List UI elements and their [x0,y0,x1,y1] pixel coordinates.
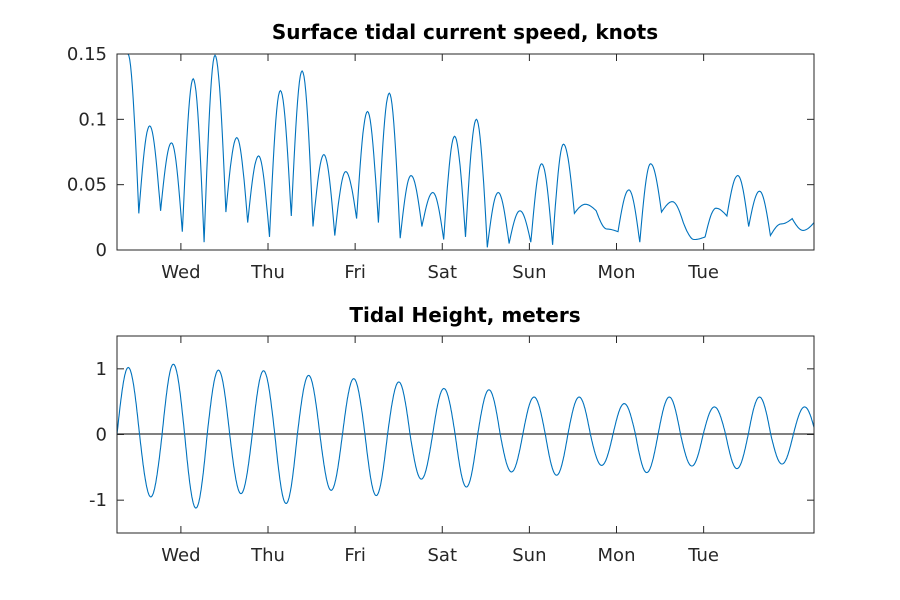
x-tick-label-sat: Sat [428,262,458,283]
y-tick-label: 0 [96,425,107,446]
x-tick-label-wed: Wed [161,545,200,566]
tidal-height-series-layer [116,363,815,509]
x-tick-label-mon: Mon [598,262,636,283]
current-speed-chart: Surface tidal current speed, knots 0 0.05… [67,20,815,283]
x-tick-label-wed: Wed [161,262,200,283]
y-tick-label: -1 [89,490,107,511]
x-tick-label-thu: Thu [250,545,285,566]
y-tick-label: 0 [96,240,107,261]
x-tick-label-tue: Tue [687,262,719,283]
y-tick-label: 0.15 [67,44,107,65]
tidal-height-chart: Tidal Height, meters -1 0 1 Wed Thu Fri Sat Su… [89,303,815,566]
y-tick-label: 0.05 [67,175,107,196]
current-speed-title: Surface tidal current speed, knots [272,20,658,44]
current-speed-line [117,53,815,248]
y-tick-label: 1 [96,359,107,380]
x-tick-label-fri: Fri [344,262,365,283]
x-tick-label-fri: Fri [344,545,365,566]
x-tick-label-thu: Thu [250,262,285,283]
current-speed-x-ticks: Wed Thu Fri Sat Sun Mon Tue [161,54,719,283]
current-speed-y-ticks: 0 0.05 0.1 0.15 [67,44,814,261]
tidal-height-title: Tidal Height, meters [349,303,580,327]
x-tick-label-tue: Tue [687,545,719,566]
x-tick-label-sat: Sat [428,545,458,566]
tidal-height-x-ticks: Wed Thu Fri Sat Sun Mon Tue [161,336,719,566]
current-speed-axes-box [116,53,815,251]
tidal-height-line [116,363,815,509]
x-tick-label-sun: Sun [512,545,546,566]
tidal-height-y-ticks: -1 0 1 [89,359,814,511]
current-speed-series-layer [117,53,815,248]
x-tick-label-mon: Mon [598,545,636,566]
x-tick-label-sun: Sun [512,262,546,283]
y-tick-label: 0.1 [78,109,107,130]
